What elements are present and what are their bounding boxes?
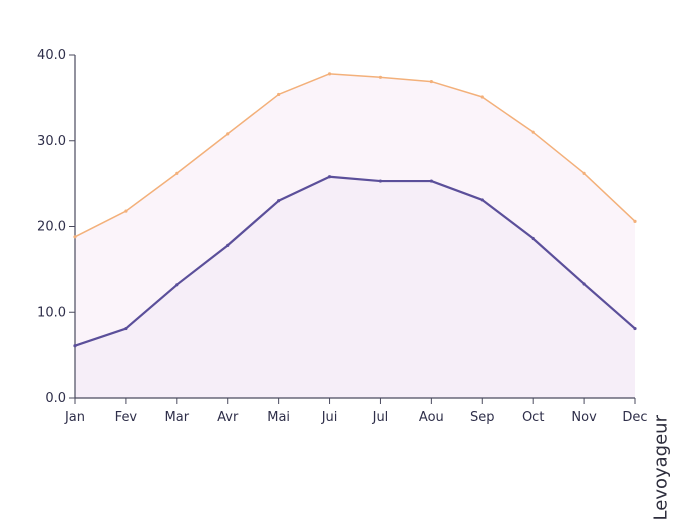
y-tick-label: 0.0 [45, 391, 66, 406]
lower-series-point [277, 199, 281, 203]
lower-series-point [175, 283, 179, 287]
upper-series-point [327, 72, 332, 76]
upper-series-point [124, 209, 128, 213]
lower-series-point [531, 236, 535, 241]
x-tick-label: Sep [470, 410, 495, 425]
lower-series-line [73, 175, 637, 347]
lower-series-point [633, 326, 637, 331]
lower-series-point [378, 179, 383, 183]
upper-series-point [73, 235, 77, 239]
upper-series-point [277, 92, 281, 97]
x-tick-label: Fev [115, 410, 138, 425]
y-tick-label: 10.0 [37, 305, 66, 320]
watermark-text: Levoyageur [650, 415, 671, 520]
upper-series-point [582, 171, 586, 175]
lower-series-point [582, 282, 586, 286]
lower-series-point [429, 179, 433, 183]
x-tick-label: Avr [217, 410, 239, 425]
lower-series-point [226, 243, 230, 247]
x-tick-label: Nov [571, 410, 597, 425]
upper-series-point [480, 95, 484, 99]
lower-series-point [327, 175, 332, 179]
y-tick-label: 40.0 [37, 48, 66, 63]
x-tick-label: Jul [372, 410, 389, 425]
x-tick-label: Jui [321, 410, 338, 425]
x-tick-label: Oct [522, 410, 544, 425]
temperature-area-chart: 0.0 10.0 20.0 30.0 40.0 Jan Fev Mar Avr Mai Jui Jul… [37, 48, 648, 425]
upper-series-point [531, 130, 535, 134]
x-tick-label: Dec [622, 410, 647, 425]
chart-frame: 0.0 10.0 20.0 30.0 40.0 Jan Fev Mar Avr Mai Jui Jul… [37, 48, 671, 520]
upper-series-point [378, 75, 383, 79]
upper-series-point [226, 132, 230, 136]
x-tick-label: Mar [165, 410, 190, 425]
upper-series-point [633, 219, 637, 223]
x-tick-label: Jan [64, 410, 85, 425]
lower-series-point [73, 344, 77, 348]
upper-series-point [175, 171, 179, 175]
upper-series-point [429, 79, 433, 84]
y-tick-label: 30.0 [37, 134, 66, 149]
lower-series-point [480, 198, 484, 202]
y-tick-label: 20.0 [37, 220, 66, 235]
x-tick-label: Aou [419, 410, 444, 425]
lower-series-point [124, 326, 128, 331]
upper-series-line [74, 73, 636, 238]
x-tick-label: Mai [267, 410, 290, 425]
lower-series-area [75, 176, 635, 398]
